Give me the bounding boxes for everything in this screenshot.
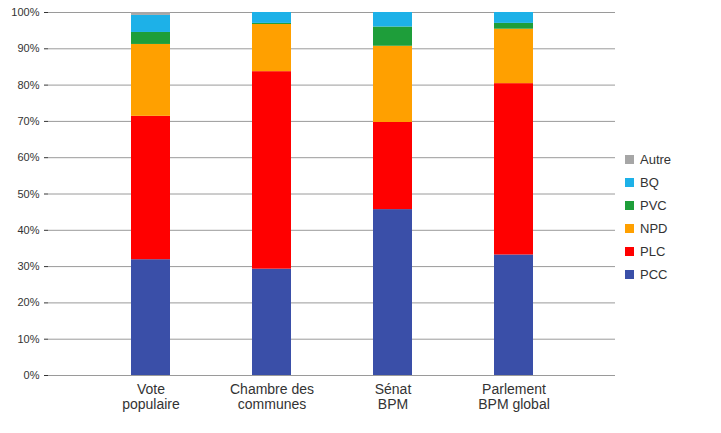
svg-text:60%: 60% (17, 151, 39, 163)
svg-text:10%: 10% (17, 333, 39, 345)
svg-text:30%: 30% (17, 260, 39, 272)
svg-text:Chambre descommunes: Chambre descommunes (230, 381, 314, 412)
html-text:Autre: Autre (640, 151, 672, 167)
svg-text:100%: 100% (11, 6, 39, 18)
html-text:NPD: NPD (640, 220, 668, 236)
svg-text:40%: 40% (17, 224, 39, 236)
svg-text:20%: 20% (17, 296, 39, 308)
svg-text:Votepopulaire: Votepopulaire (122, 381, 180, 412)
svg-text:50%: 50% (17, 188, 39, 200)
svg-text:ParlementBPM global: ParlementBPM global (478, 381, 550, 412)
html-text:PCC: PCC (640, 266, 668, 282)
svg-text:0%: 0% (24, 369, 40, 381)
html-text:PLC: PLC (640, 243, 666, 259)
svg-text:90%: 90% (17, 42, 39, 54)
html-text:PVC: PVC (640, 197, 667, 213)
html-text:BQ: BQ (640, 174, 659, 190)
svg-text:80%: 80% (17, 79, 39, 91)
svg-text:70%: 70% (17, 115, 39, 127)
svg-text:SénatBPM: SénatBPM (375, 381, 412, 412)
